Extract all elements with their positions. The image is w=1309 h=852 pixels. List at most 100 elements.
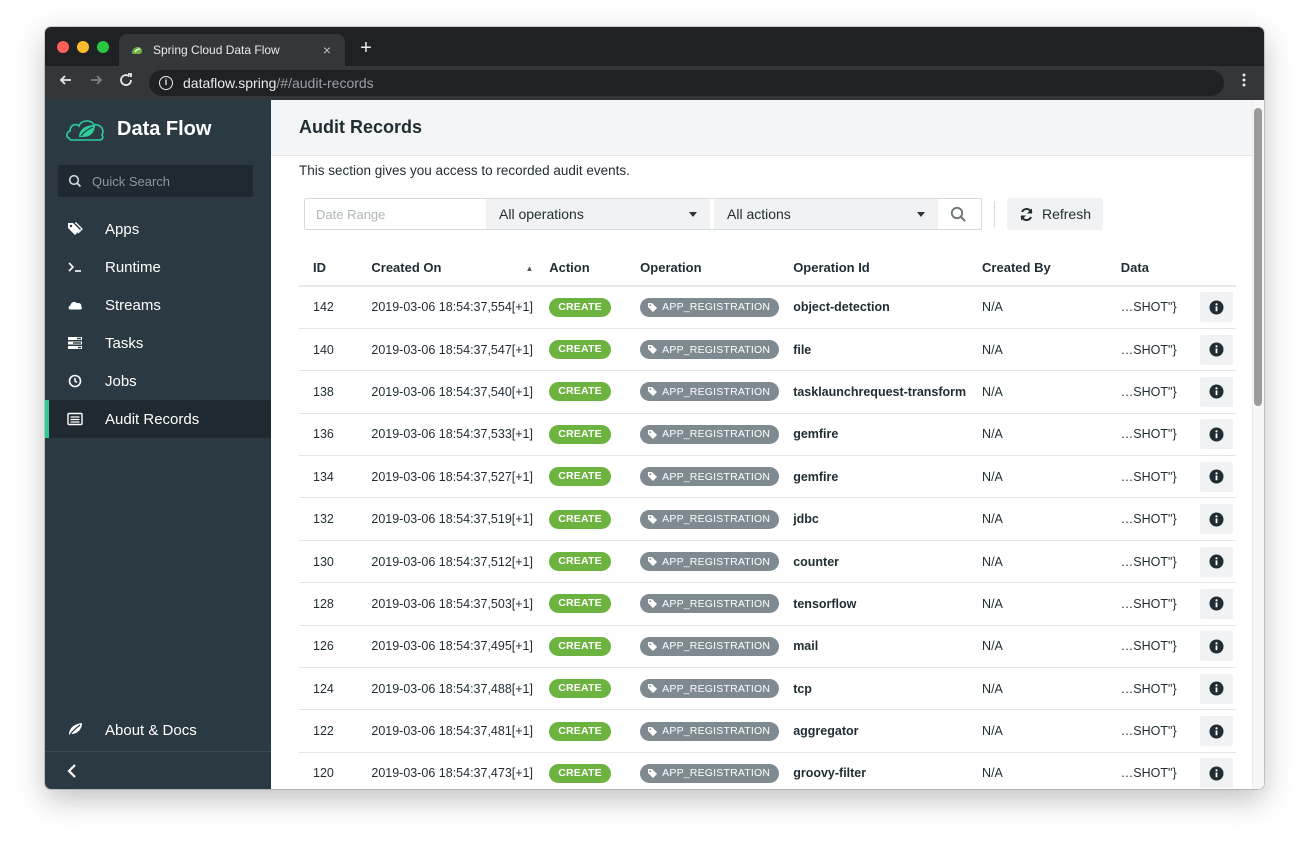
details-button[interactable] <box>1200 419 1234 450</box>
details-button[interactable] <box>1200 504 1234 535</box>
info-cell <box>1186 667 1236 711</box>
site-info-icon[interactable]: i <box>159 76 173 90</box>
column-header-info <box>1186 250 1236 287</box>
chevron-left-icon <box>67 763 76 778</box>
operations-select[interactable]: All operations <box>486 199 710 229</box>
record-id-link[interactable]: 124 <box>299 667 358 711</box>
created-on-cell: 2019-03-06 18:54:37,540[+1] <box>357 370 536 414</box>
scrollbar-track[interactable] <box>1252 100 1264 789</box>
search-button[interactable] <box>938 199 979 229</box>
browser-window: Spring Cloud Data Flow × + i dataflow.sp… <box>45 27 1264 789</box>
info-icon <box>1209 639 1224 654</box>
record-id-link[interactable]: 134 <box>299 455 358 499</box>
maximize-window-button[interactable] <box>97 41 109 53</box>
actions-select-value: All actions <box>727 206 791 222</box>
record-id-link[interactable]: 136 <box>299 413 358 457</box>
sidebar-item-label: Tasks <box>105 334 144 352</box>
operation-badge: APP_REGISTRATION <box>640 382 780 402</box>
details-button[interactable] <box>1200 631 1234 662</box>
new-tab-button[interactable]: + <box>360 37 372 59</box>
operation-badge-label: APP_REGISTRATION <box>662 343 771 356</box>
back-icon[interactable] <box>55 72 77 94</box>
sidebar-item-streams[interactable]: Streams <box>45 286 271 324</box>
record-id-link[interactable]: 142 <box>299 286 358 329</box>
record-id-link[interactable]: 128 <box>299 582 358 626</box>
record-id-link[interactable]: 132 <box>299 497 358 541</box>
main-content: Audit Records This section gives you acc… <box>271 100 1264 789</box>
info-icon <box>1209 469 1224 484</box>
info-icon <box>1209 766 1224 781</box>
details-button[interactable] <box>1200 292 1234 323</box>
tag-icon <box>648 429 658 439</box>
quick-search-input[interactable] <box>92 173 242 189</box>
sidebar-item-audit-records[interactable]: Audit Records <box>45 400 271 438</box>
refresh-button[interactable]: Refresh <box>1007 198 1103 230</box>
created-by-cell: N/A <box>968 286 1107 329</box>
actions-select[interactable]: All actions <box>714 199 938 229</box>
details-button[interactable] <box>1200 376 1234 407</box>
column-header-operation[interactable]: Operation <box>626 250 780 287</box>
minimize-window-button[interactable] <box>77 41 89 53</box>
record-id-link[interactable]: 140 <box>299 328 358 372</box>
created-by-cell: N/A <box>968 540 1107 584</box>
record-id-link[interactable]: 120 <box>299 752 358 789</box>
action-cell: CREATE <box>535 413 627 457</box>
brand[interactable]: Data Flow <box>65 114 211 144</box>
details-button[interactable] <box>1200 673 1234 704</box>
sidebar-item-jobs[interactable]: Jobs <box>45 362 271 400</box>
browser-menu-icon[interactable] <box>1236 72 1252 94</box>
sidebar-item-label: Jobs <box>105 372 137 390</box>
operation-cell: APP_REGISTRATION <box>626 413 780 457</box>
details-button[interactable] <box>1200 758 1234 789</box>
action-cell: CREATE <box>535 328 627 372</box>
table-row: 120 2019-03-06 18:54:37,473[+1] CREATE A… <box>299 752 1236 789</box>
details-button[interactable] <box>1200 461 1234 492</box>
date-range-input[interactable] <box>305 199 486 229</box>
column-header-created-by[interactable]: Created By <box>968 250 1107 287</box>
details-button[interactable] <box>1200 588 1234 619</box>
record-id-link[interactable]: 122 <box>299 709 358 753</box>
record-id-link[interactable]: 130 <box>299 540 358 584</box>
details-button[interactable] <box>1200 716 1234 747</box>
tab-close-icon[interactable]: × <box>322 42 332 58</box>
close-window-button[interactable] <box>57 41 69 53</box>
reload-icon[interactable] <box>115 72 137 94</box>
action-cell: CREATE <box>535 667 627 711</box>
info-cell <box>1186 370 1236 414</box>
created-on-cell: 2019-03-06 18:54:37,481[+1] <box>357 709 536 753</box>
browser-toolbar: i dataflow.spring /#/audit-records <box>45 66 1264 100</box>
created-by-cell: N/A <box>968 328 1107 372</box>
tag-icon <box>648 641 658 651</box>
scrollbar-thumb[interactable] <box>1254 108 1262 406</box>
operation-badge: APP_REGISTRATION <box>640 297 780 317</box>
url-host: dataflow.spring <box>183 75 277 91</box>
sidebar-item-about-docs[interactable]: About & Docs <box>45 711 271 749</box>
record-id-link[interactable]: 126 <box>299 625 358 669</box>
details-button[interactable] <box>1200 546 1234 577</box>
created-by-cell: N/A <box>968 455 1107 499</box>
forward-icon[interactable] <box>85 72 107 94</box>
record-id-link[interactable]: 138 <box>299 370 358 414</box>
quick-search[interactable] <box>58 165 253 197</box>
sidebar-nav: Apps Runtime Streams <box>45 210 271 438</box>
tag-icon <box>648 599 658 609</box>
details-button[interactable] <box>1200 334 1234 365</box>
terminal-icon <box>67 259 83 275</box>
about-docs-label: About & Docs <box>105 721 197 739</box>
sidebar-item-tasks[interactable]: Tasks <box>45 324 271 362</box>
sidebar-item-apps[interactable]: Apps <box>45 210 271 248</box>
collapse-sidebar-button[interactable] <box>45 751 271 789</box>
data-cell: …SHOT"} <box>1106 286 1187 329</box>
column-header-action[interactable]: Action <box>535 250 627 287</box>
address-bar[interactable]: i dataflow.spring /#/audit-records <box>149 70 1224 96</box>
created-on-cell: 2019-03-06 18:54:37,533[+1] <box>357 413 536 457</box>
column-header-created-on[interactable]: Created On ▲ <box>357 250 536 287</box>
created-by-cell: N/A <box>968 709 1107 753</box>
created-by-cell: N/A <box>968 413 1107 457</box>
sidebar-item-runtime[interactable]: Runtime <box>45 248 271 286</box>
browser-tab[interactable]: Spring Cloud Data Flow × <box>119 34 345 66</box>
column-header-operation-id[interactable]: Operation Id <box>779 250 969 287</box>
operation-cell: APP_REGISTRATION <box>626 286 780 329</box>
tags-icon <box>67 221 83 237</box>
column-header-id[interactable]: ID <box>299 250 358 287</box>
